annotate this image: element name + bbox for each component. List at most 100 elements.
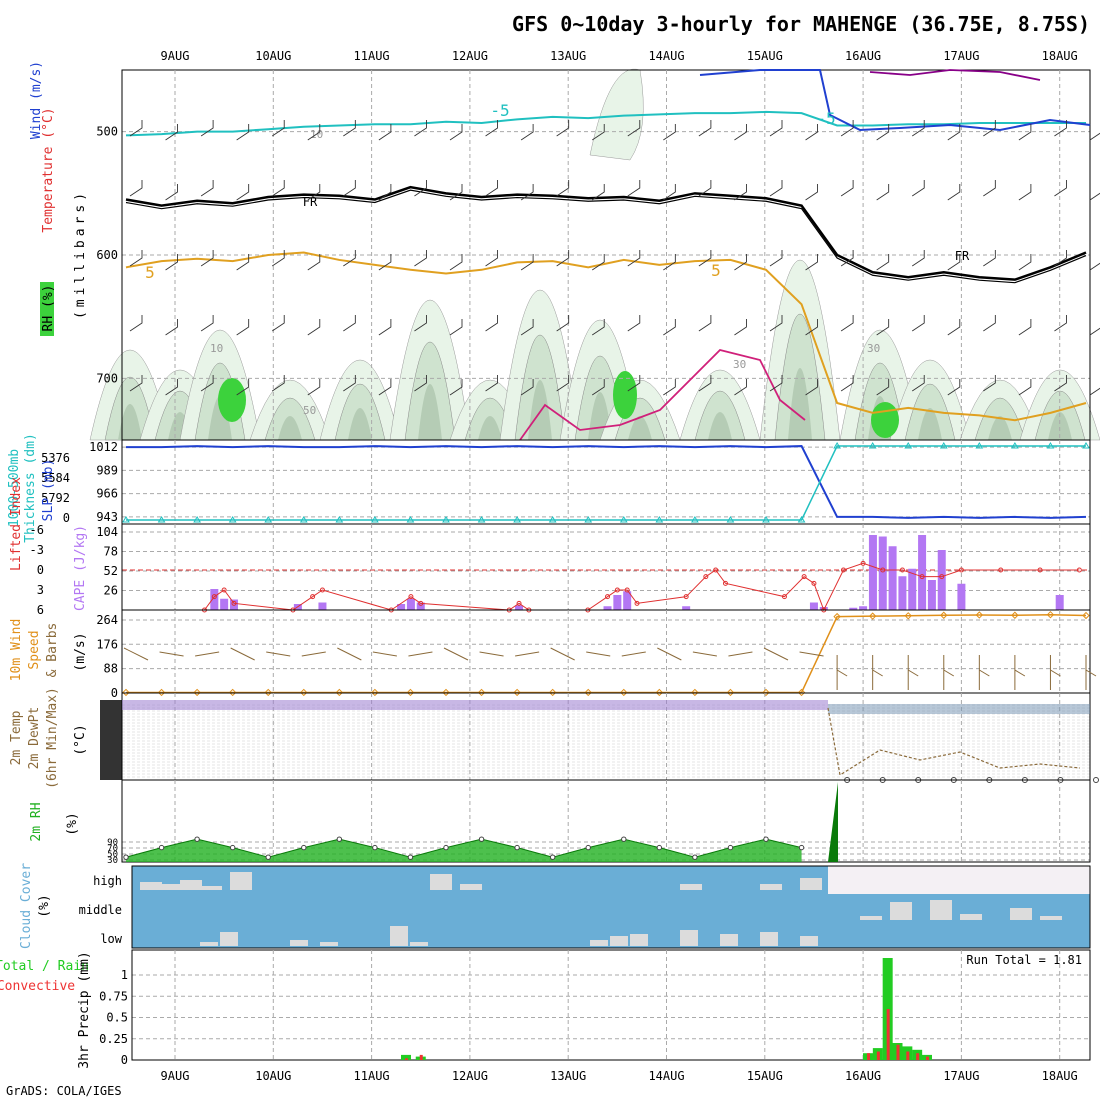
upper-ylabel: Temperature (°C) (41, 107, 56, 232)
precip-tick-label: 0.75 (99, 989, 128, 1003)
cape-ylabel: CAPE (J/kg) (73, 525, 88, 611)
wind-barb (805, 254, 819, 271)
wind-barb (129, 250, 143, 267)
wind-frame (121, 609, 1091, 694)
wind-barb (129, 315, 143, 332)
wind-barb (485, 250, 499, 267)
li-marker (713, 567, 719, 573)
cape-panel: 26 52 78 104 -6 -3 0 3 6 Lifted Index CAPE (J/kg) (9, 477, 1091, 617)
wind-barb (343, 250, 356, 267)
wind-barb (414, 120, 427, 137)
thickness-marker (1011, 442, 1019, 449)
date-label-bottom: 12AUG (452, 1069, 488, 1083)
wind-barb (271, 250, 285, 267)
cloud-area-high-clear (828, 866, 1090, 894)
li-tick-label: -6 (30, 523, 44, 537)
wind-barb (520, 254, 534, 271)
wind-barb (983, 250, 996, 267)
thickness-marker (833, 442, 841, 449)
cloud-bar-high (230, 872, 252, 890)
wind-ylabel: 10m Wind (9, 619, 24, 682)
cape-bar (613, 595, 622, 610)
wind-barb (840, 375, 854, 392)
slp-line (126, 445, 1087, 519)
wind-speed-marker (726, 688, 735, 697)
wind-speed-marker (1046, 610, 1055, 619)
temp-marker (1093, 777, 1099, 783)
wind-speed-marker (833, 612, 841, 621)
rh-ylabel: 2m RH (29, 802, 44, 841)
wind-speed-marker (1011, 611, 1019, 619)
wind-tick-label: 176 (96, 637, 118, 651)
wind-barb (271, 315, 285, 332)
wind-barb (343, 180, 356, 197)
rh-marker (763, 836, 769, 842)
wind-barb (414, 375, 427, 392)
li-marker (310, 594, 316, 600)
li-marker (211, 594, 217, 600)
wind-barb (627, 315, 641, 332)
rh-marker (692, 854, 698, 860)
cloud-bar-low (320, 942, 338, 946)
wind-axis-label: (m/s) (73, 632, 88, 671)
cape-tick-label: 104 (96, 525, 118, 539)
contour-label: 30 (733, 358, 746, 371)
rh-shade-dark (988, 416, 1012, 440)
cloud-bar-low (800, 936, 818, 946)
wind-barb (911, 180, 925, 197)
cape-tick-label: 26 (104, 584, 118, 598)
wind-barb (200, 250, 214, 267)
li-tick-label: 3 (37, 583, 44, 597)
wind-barb (307, 124, 321, 141)
wind-speed-marker (620, 688, 628, 697)
wind-barb (414, 315, 427, 332)
cloud-bar-low (720, 934, 738, 946)
rh-shade-bright (871, 402, 899, 438)
wind-barb (520, 319, 534, 336)
wind-barb (307, 319, 321, 336)
date-axes: 9AUG 9AUG 10AUG 10AUG 11AUG 11AUG 12AUG 12AUG 13… (161, 49, 1078, 1083)
thickness-tick-label: 0 (63, 511, 70, 525)
wind-barb (805, 124, 819, 141)
contour-label: 5 (711, 261, 721, 280)
wind-barb (236, 184, 250, 201)
wind-barb (449, 379, 463, 396)
li-marker (840, 567, 846, 573)
cape-tick-label: 78 (104, 545, 118, 559)
wind-barb (515, 651, 540, 657)
wind-barb (1089, 387, 1100, 396)
cloud-bar-middle (860, 916, 882, 920)
cloud-bar-low (610, 936, 628, 946)
cape-bar (878, 536, 887, 610)
wind-barb (983, 180, 996, 197)
wind-barb (769, 180, 783, 197)
cape-bar (957, 583, 966, 610)
li-marker (319, 587, 325, 593)
cloud-ylabel: (%) (37, 894, 52, 917)
rh-tick-label: 30 (107, 856, 118, 866)
thickness-tick-label: 5792 (41, 491, 70, 505)
wind-barb (663, 124, 676, 141)
li-marker (221, 587, 227, 593)
thickness-marker (122, 516, 130, 523)
wind-barb (378, 319, 392, 336)
slp-panel: 943 966 989 1012 5376 5584 5792 0 1000-500mb Thic… (7, 433, 1091, 543)
thickness-marker (1046, 442, 1055, 449)
cape-bar (682, 606, 691, 610)
wind-barb (1089, 262, 1100, 271)
wind-barb (769, 250, 783, 267)
rh-marker (336, 836, 343, 842)
wind-barb (1054, 120, 1067, 137)
rh-shade-dark (788, 368, 812, 440)
wind-barb (734, 254, 747, 271)
upper-magenta-line (869, 69, 1041, 81)
contour-label: -5 (490, 101, 509, 120)
isotherm-line (125, 251, 1087, 422)
li-marker (939, 574, 945, 580)
rh-marker (265, 854, 271, 860)
rh-line (125, 838, 802, 858)
run-total-label: Run Total = 1.81 (966, 953, 1082, 967)
date-label-top: 14AUG (648, 49, 684, 63)
